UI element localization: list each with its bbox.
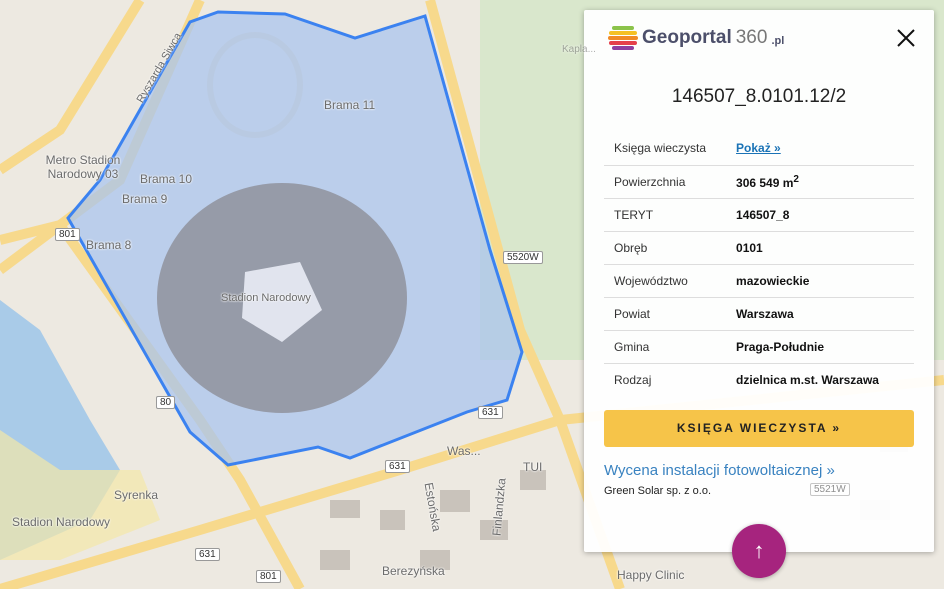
road-shield: 80 <box>156 396 176 409</box>
road-shield: 631 <box>195 548 220 561</box>
map-label: Stadion Narodowy <box>12 515 111 529</box>
row-value: Praga-Południe <box>730 330 914 364</box>
row-label: Województwo <box>604 264 731 298</box>
map-label: Brama 10 <box>140 172 193 186</box>
table-row: Księga wieczysta Pokaż » <box>604 132 914 166</box>
logo-globe-icon <box>608 26 638 50</box>
road-shield: 631 <box>385 460 410 473</box>
table-row: Powierzchnia 306 549 m2 <box>604 165 914 199</box>
logo-number: 360 <box>735 27 768 48</box>
table-row: Obręb 0101 <box>604 231 914 265</box>
row-value: mazowieckie <box>730 264 914 298</box>
map-label: Metro Stadion Narodowy 03 <box>45 153 121 181</box>
row-value: 306 549 m2 <box>730 165 914 199</box>
logo-name: Geoportal <box>642 27 732 48</box>
road-shield: 801 <box>256 570 281 583</box>
arrow-up-icon: ↑ <box>753 538 765 563</box>
map-label: Stadion Narodowy <box>221 292 311 304</box>
map-label: Brama 9 <box>122 192 168 206</box>
row-label: Księga wieczysta <box>604 132 731 166</box>
close-icon[interactable] <box>894 26 918 50</box>
table-row: Rodzaj dzielnica m.st. Warszawa <box>604 363 914 396</box>
table-row: Województwo mazowieckie <box>604 264 914 298</box>
logo-tld: .pl <box>771 35 785 47</box>
map-label: Berezyńska <box>382 564 445 578</box>
map-label: Syrenka <box>114 488 159 502</box>
map-label: Brama 11 <box>324 98 376 112</box>
row-value: dzielnica m.st. Warszawa <box>736 372 879 387</box>
map-label: Was... <box>447 444 481 458</box>
pv-company: Green Solar sp. z o.o. <box>604 485 711 497</box>
table-row: Powiat Warszawa <box>604 297 914 331</box>
parcel-details-table: Księga wieczysta Pokaż » Powierzchnia 306 … <box>604 132 914 396</box>
map-label: TUI <box>523 460 543 474</box>
road-shield: 801 <box>55 228 80 241</box>
parcel-id-title: 146507_8.0101.12/2 <box>671 86 847 107</box>
pv-valuation-link[interactable]: Wycena instalacji fotowoltaicznej » <box>604 462 835 479</box>
land-register-button[interactable]: KSIĘGA WIECZYSTA » <box>604 410 914 447</box>
parcel-info-panel: Geoportal 360 .pl 146507_8.0101.12/2 Księg… <box>584 10 934 552</box>
scroll-up-button[interactable]: ↑ <box>732 524 786 578</box>
table-row: Gmina Praga-Południe <box>604 330 914 364</box>
table-row: TERYT 146507_8 <box>604 198 914 232</box>
road-shield: 5520W <box>503 251 543 264</box>
geoportal-logo[interactable]: Geoportal 360 .pl <box>608 24 784 52</box>
row-value: Warszawa <box>730 297 914 331</box>
road-shield: 631 <box>478 406 503 419</box>
road-shield: 5521W <box>810 483 850 496</box>
row-value: 146507_8 <box>730 198 914 232</box>
row-label: Gmina <box>604 330 731 364</box>
map-label: Kapla... <box>562 44 596 55</box>
row-label: Obręb <box>604 231 731 265</box>
row-value: 0101 <box>730 231 914 265</box>
land-register-link[interactable]: Pokaż » <box>736 141 781 156</box>
row-label: Powiat <box>604 297 731 331</box>
map-label: Brama 8 <box>86 238 132 252</box>
row-label: Rodzaj <box>614 372 652 387</box>
row-label: TERYT <box>604 198 731 232</box>
row-label: Powierzchnia <box>604 165 731 199</box>
map-label: Happy Clinic <box>617 568 685 582</box>
